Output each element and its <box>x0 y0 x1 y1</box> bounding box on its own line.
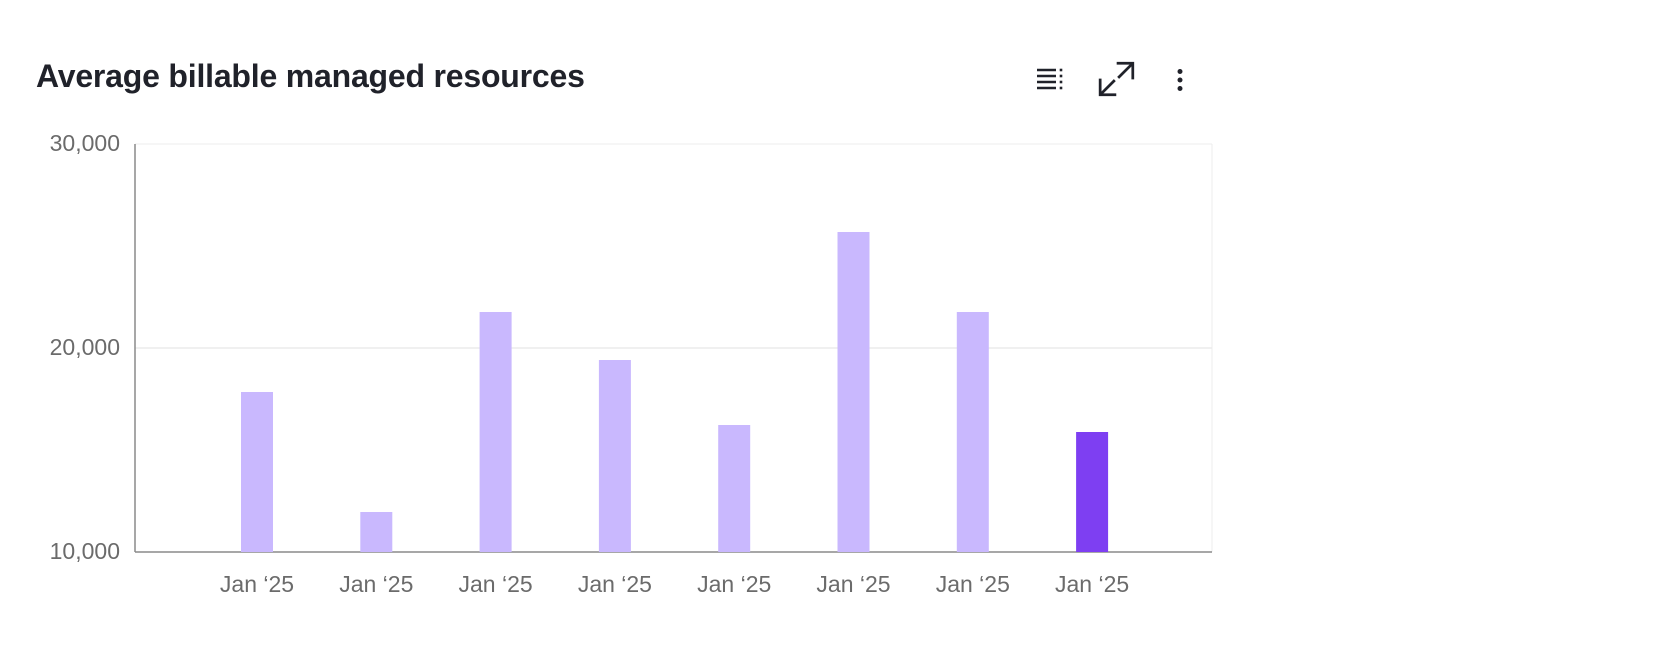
svg-text:Jan ‘25: Jan ‘25 <box>459 571 533 597</box>
svg-text:Jan ‘25: Jan ‘25 <box>578 571 652 597</box>
svg-text:Jan ‘25: Jan ‘25 <box>1055 571 1129 597</box>
svg-text:30,000: 30,000 <box>50 130 120 156</box>
svg-text:Jan ‘25: Jan ‘25 <box>816 571 890 597</box>
svg-text:10,000: 10,000 <box>50 538 120 564</box>
svg-text:Jan ‘25: Jan ‘25 <box>697 571 771 597</box>
svg-text:Jan ‘25: Jan ‘25 <box>339 571 413 597</box>
svg-text:Jan ‘25: Jan ‘25 <box>936 571 1010 597</box>
svg-text:Jan ‘25: Jan ‘25 <box>220 571 294 597</box>
svg-text:20,000: 20,000 <box>50 334 120 360</box>
